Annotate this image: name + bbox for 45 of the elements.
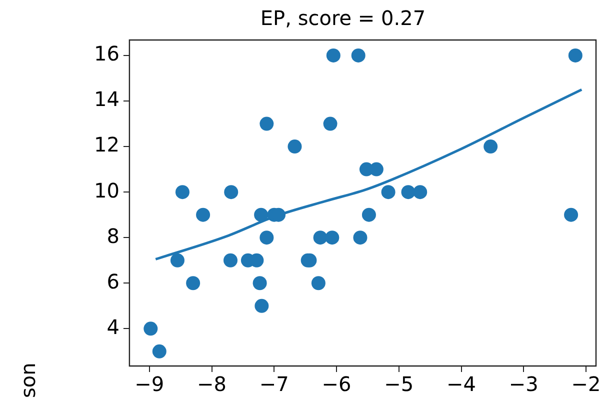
point [564, 208, 578, 222]
point [224, 185, 238, 200]
x-tick-label: −5 [384, 372, 414, 396]
x-tick-label: −8 [197, 372, 227, 396]
x-tick-label: −9 [134, 372, 164, 396]
x-tick-label: −2 [571, 372, 601, 396]
point [170, 253, 184, 268]
point [152, 344, 166, 358]
y-axis-title: son [16, 362, 40, 398]
point [175, 185, 190, 200]
point [260, 116, 274, 131]
y-tick-label: 6 [106, 269, 120, 294]
point [326, 48, 340, 62]
x-tick-label: −3 [508, 372, 538, 396]
x-tick-label: −4 [446, 372, 476, 396]
y-tick-label: 14 [94, 87, 120, 112]
point [313, 230, 328, 245]
point [252, 276, 267, 290]
point [311, 276, 326, 290]
x-tick-label: −7 [259, 372, 289, 396]
point [381, 185, 396, 200]
point [353, 230, 368, 245]
point [323, 116, 338, 131]
point [568, 48, 582, 62]
point [144, 322, 158, 336]
point [186, 276, 200, 290]
point [325, 230, 340, 245]
point [254, 208, 268, 222]
y-tick-label: 4 [106, 314, 120, 339]
x-tick-label: −6 [322, 372, 352, 396]
point [484, 140, 498, 154]
point [351, 48, 366, 62]
point [288, 140, 302, 154]
point [362, 208, 376, 222]
y-tick-label: 8 [106, 224, 120, 248]
point [401, 185, 416, 200]
y-tick-label: 10 [94, 178, 120, 202]
y-tick-label: 12 [94, 132, 120, 157]
point [223, 253, 238, 268]
point [254, 298, 269, 313]
point [260, 230, 274, 245]
point [196, 208, 210, 222]
y-tick-label: 16 [94, 42, 120, 66]
point [413, 185, 428, 200]
chart-title: EP, score = 0.27 [260, 6, 426, 30]
